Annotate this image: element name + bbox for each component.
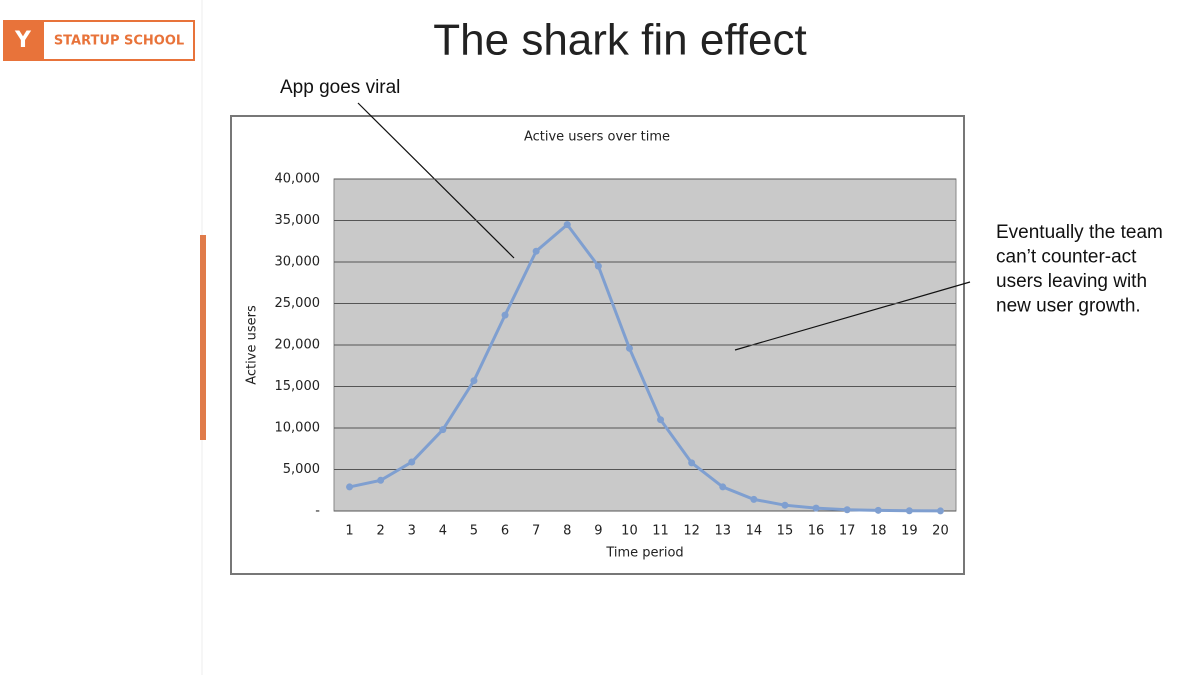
y-tick-label: 15,000 — [275, 379, 321, 394]
x-axis-label: Time period — [605, 546, 683, 561]
x-tick-label: 12 — [683, 524, 700, 539]
logo-text: STARTUP SCHOOL — [54, 34, 184, 49]
point — [843, 506, 851, 514]
point — [625, 344, 633, 352]
slide-title: The shark fin effect — [433, 16, 806, 65]
point — [781, 501, 789, 509]
chart-title: Active users over time — [524, 130, 670, 145]
y-tick-label: 20,000 — [275, 338, 321, 353]
x-tick-label: 17 — [839, 524, 856, 539]
point — [750, 495, 758, 503]
point — [688, 459, 696, 467]
y-tick-label: 40,000 — [275, 172, 321, 187]
point — [936, 507, 944, 515]
x-tick-label: 16 — [808, 524, 825, 539]
y-tick-label: 5,000 — [283, 462, 320, 477]
logo-mark-box — [3, 20, 43, 61]
x-tick-label: 19 — [901, 524, 918, 539]
annotation-text: new user growth. — [996, 296, 1141, 317]
x-tick-label: 18 — [870, 524, 887, 539]
point — [657, 416, 665, 424]
y-tick-label: 30,000 — [275, 255, 321, 270]
point — [905, 507, 913, 515]
y-tick-label: 25,000 — [275, 296, 321, 311]
annotation-text: users leaving with — [996, 271, 1147, 292]
x-tick-label: 14 — [746, 524, 763, 539]
y-tick-label: 10,000 — [275, 421, 321, 436]
x-tick-label: 5 — [470, 524, 478, 539]
x-tick-label: 8 — [563, 524, 571, 539]
point — [563, 221, 571, 229]
x-tick-label: 1 — [345, 524, 353, 539]
x-tick-label: 2 — [377, 524, 385, 539]
point — [874, 506, 882, 514]
y-tick-label: 35,000 — [275, 213, 321, 228]
point — [501, 311, 509, 319]
x-tick-label: 20 — [932, 524, 949, 539]
x-tick-label: 6 — [501, 524, 509, 539]
point — [532, 247, 540, 255]
logo-mark: Y — [14, 28, 32, 53]
x-tick-label: 10 — [621, 524, 638, 539]
x-tick-label: 15 — [777, 524, 794, 539]
x-tick-label: 4 — [439, 524, 447, 539]
y-axis-label: Active users — [245, 305, 260, 385]
annotation-arrow — [357, 102, 515, 259]
point — [408, 458, 416, 466]
annotation-text: App goes viral — [280, 77, 400, 98]
point — [470, 377, 478, 385]
y-tick-label: - — [315, 504, 320, 519]
point — [812, 504, 820, 512]
annotation-text: can’t counter-act — [996, 247, 1137, 268]
series-line — [349, 222, 941, 513]
x-tick-label: 9 — [594, 524, 602, 539]
point — [594, 262, 602, 270]
annotation-text: Eventually the team — [996, 222, 1163, 243]
point — [719, 483, 727, 491]
annotation-arrow — [734, 281, 971, 351]
logo-text-box — [42, 20, 195, 61]
point — [346, 483, 354, 491]
side-accent — [200, 235, 206, 440]
point — [377, 476, 385, 484]
x-tick-label: 11 — [652, 524, 669, 539]
point — [439, 426, 447, 434]
x-tick-label: 13 — [714, 524, 731, 539]
x-tick-label: 7 — [532, 524, 540, 539]
x-tick-label: 3 — [408, 524, 416, 539]
